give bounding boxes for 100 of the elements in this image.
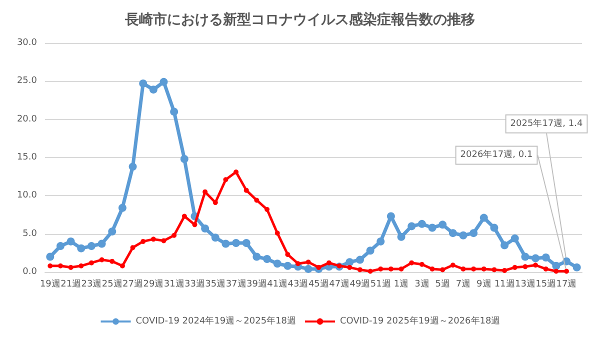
point [88, 260, 94, 266]
point [192, 222, 198, 228]
x-tick-label: 41週 [267, 278, 288, 290]
point [419, 262, 424, 267]
point [98, 240, 106, 248]
point [450, 262, 456, 268]
point [149, 86, 158, 94]
y-tick-label: 15.0 [16, 152, 38, 162]
x-tick-label: 13週 [514, 278, 536, 290]
point [58, 263, 63, 268]
point [471, 266, 476, 272]
point [409, 260, 414, 266]
x-tick-label: 27週 [122, 278, 144, 290]
y-tick-label: 30.0 [16, 38, 38, 48]
point [56, 242, 64, 250]
point [285, 252, 290, 257]
point [356, 256, 364, 264]
point [110, 258, 115, 264]
point [48, 263, 53, 268]
point [470, 229, 478, 238]
x-tick-label: 23週 [81, 278, 102, 290]
point [242, 238, 250, 247]
point [118, 204, 126, 212]
point [211, 234, 220, 242]
point [418, 220, 426, 228]
x-tick-label: 43週 [288, 278, 308, 290]
point [160, 78, 168, 86]
x-tick-label: 1週 [394, 278, 409, 290]
point [306, 260, 311, 265]
x-tick-label: 35週 [205, 278, 226, 290]
point [408, 222, 416, 230]
point [252, 252, 261, 261]
point [378, 266, 384, 272]
point [438, 220, 447, 229]
point [448, 229, 457, 238]
point [77, 244, 86, 252]
x-tick-label: 39週 [246, 278, 267, 290]
x-tick-label: 15週 [536, 278, 556, 290]
x-tick-label: 47週 [329, 278, 350, 290]
point [397, 232, 406, 241]
point [78, 263, 84, 268]
y-tick-label: 10.0 [16, 190, 38, 201]
point [223, 177, 228, 182]
x-tick-label: 33週 [184, 278, 205, 290]
x-tick-label: 49週 [350, 278, 370, 290]
point [440, 267, 446, 272]
point [264, 206, 270, 212]
point [572, 263, 581, 272]
point [99, 257, 104, 262]
point [130, 245, 136, 250]
point [521, 252, 530, 261]
x-tick-label: 29週 [143, 278, 164, 290]
point [263, 255, 272, 264]
point [346, 258, 354, 266]
point [139, 79, 148, 88]
point [459, 231, 468, 240]
x-tick-label: 7週 [456, 278, 471, 290]
point [182, 214, 187, 219]
x-tick-label: 45週 [308, 278, 329, 290]
legend-label: COVID-19 2025年19週～2026年18週 [340, 316, 500, 326]
point [490, 224, 498, 232]
point [108, 228, 116, 236]
y-tick-label: 5.0 [22, 228, 38, 239]
point [161, 238, 166, 244]
point [552, 262, 560, 270]
point [428, 224, 436, 232]
x-tick-label: 51週 [370, 278, 391, 290]
x-tick-label: 5週 [435, 278, 450, 290]
point [564, 268, 570, 274]
point [274, 230, 280, 236]
x-tick-label: 37週 [226, 278, 246, 290]
point [128, 162, 137, 171]
x-tick-label: 11週 [494, 278, 515, 290]
point [212, 200, 218, 206]
x-tick-label: 3週 [414, 278, 430, 290]
point [542, 254, 550, 262]
point [368, 268, 373, 274]
point [234, 170, 239, 174]
point [232, 238, 240, 247]
point [554, 268, 559, 274]
y-tick-label: 0.0 [22, 267, 38, 277]
point [480, 214, 488, 222]
point [492, 267, 497, 272]
point [244, 188, 249, 193]
x-tick-label: 21週 [60, 278, 82, 290]
legend-label: COVID-19 2024年19週～2025年18週 [136, 316, 296, 326]
point [510, 234, 519, 242]
point [316, 264, 322, 270]
point [68, 264, 74, 270]
point [336, 263, 342, 268]
point [376, 237, 385, 246]
y-tick-label: 25.0 [16, 76, 38, 86]
x-tick-label: 17週 [556, 278, 577, 290]
point [87, 242, 96, 250]
point [388, 266, 394, 272]
y-tick-label: 20.0 [16, 114, 38, 124]
point [170, 108, 178, 116]
point [533, 262, 538, 268]
point [357, 267, 362, 272]
point [366, 246, 374, 255]
